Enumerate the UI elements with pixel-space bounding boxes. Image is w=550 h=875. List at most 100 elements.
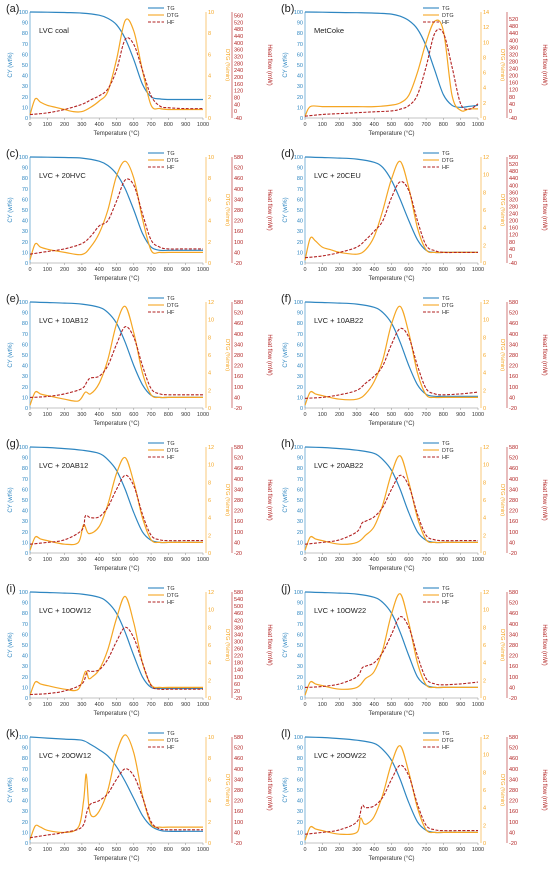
y-tick-label: 30 [297,664,303,670]
y2-tick-label: 2 [483,678,486,684]
y-tick-label: 30 [22,809,28,815]
y-tick-label: 0 [300,696,303,702]
y-tick-label: 30 [297,809,303,815]
chart-svg: 0 100 200 300 400 500 600 700 800 900 100001020304… [6,293,272,427]
chart-svg: 0 100 200 300 400 500 600 700 800 900 100001020304… [6,728,272,862]
y-tick-label: 70 [22,622,28,628]
x-tick-label: 0 [28,847,31,853]
y-tick-label: 100 [19,445,28,451]
x-tick-label: 900 [456,557,465,563]
y2-axis-label: DTG (%/min) [224,774,230,806]
y3-tick-label: -40 [234,116,242,122]
legend-label-tg: TG [442,151,450,157]
y3-tick-label: 580 [234,445,243,451]
x-tick-label: 400 [95,412,104,418]
x-axis-label: Temperature (°C) [368,421,414,427]
x-tick-label: 1000 [472,267,484,273]
x-axis-label: Temperature (°C) [93,711,139,717]
y3-tick-label: 120 [509,233,518,239]
legend-label-hf: HF [442,745,450,751]
y3-tick-label: 460 [234,756,243,762]
y2-tick-label: 6 [208,777,211,783]
x-tick-label: 0 [303,557,306,563]
x-tick-label: 1000 [472,412,484,418]
y-tick-label: 40 [22,219,28,225]
y-tick-label: 20 [22,385,28,391]
y3-tick-label: 400 [509,477,518,483]
x-axis-label: Temperature (°C) [93,421,139,427]
chart-svg: 0 100 200 300 400 500 600 700 800 900 100001020304… [6,3,272,137]
y3-tick-label: 280 [509,204,518,210]
y-tick-label: 10 [297,540,303,546]
chart-title: MetCoke [314,26,344,35]
series-line-dtg [29,595,203,696]
y2-tick-label: 10 [208,463,214,469]
y-tick-label: 40 [297,219,303,225]
y-tick-label: 30 [22,229,28,235]
y3-tick-label: 520 [234,166,243,172]
legend-label-tg: TG [442,731,450,737]
y2-tick-label: 4 [208,799,211,805]
chart-title: LVC + 20AB12 [39,461,88,470]
y-tick-label: 100 [19,10,28,16]
y2-axis-label: DTG (%/min) [224,194,230,226]
y-tick-label: 20 [297,95,303,101]
y-axis-label: CY (wt%) [283,52,289,77]
x-tick-label: 500 [112,412,121,418]
chart-title: LVC + 10AB22 [314,316,363,325]
y3-tick-label: 480 [234,27,243,33]
x-tick-label: 0 [28,122,31,128]
y-tick-label: 60 [297,52,303,58]
y3-tick-label: 220 [509,364,518,370]
x-axis-label: Temperature (°C) [368,131,414,137]
y3-tick-label: 460 [509,756,518,762]
x-tick-label: 900 [181,122,190,128]
y-tick-label: 50 [297,353,303,359]
x-tick-label: 800 [164,847,173,853]
y-tick-label: 50 [297,788,303,794]
series-line-dtg [304,160,478,261]
x-tick-label: 500 [387,847,396,853]
chart-svg: 0 100 200 300 400 500 600 700 800 900 100001020304… [6,148,272,282]
legend-label-dtg: DTG [167,303,179,309]
y2-axis-label: DTG (%/min) [224,339,230,371]
y2-tick-label: 6 [483,643,486,649]
series-line-hf [29,768,204,839]
legend-label-hf: HF [167,310,175,316]
x-tick-label: 700 [422,557,431,563]
x-tick-label: 100 [43,267,52,273]
chart-svg: 0 100 200 300 400 500 600 700 800 900 100001020304… [281,583,547,717]
x-tick-label: 900 [456,412,465,418]
y-tick-label: 60 [22,487,28,493]
y3-tick-label: 20 [234,689,240,695]
x-tick-label: 1000 [472,702,484,708]
y-tick-label: 10 [297,105,303,111]
x-tick-label: 200 [60,122,69,128]
chart-title: LVC + 10OW12 [39,606,91,615]
y2-tick-label: 4 [483,661,486,667]
y-tick-label: 70 [22,187,28,193]
y2-tick-label: 10 [483,318,489,324]
y2-tick-label: 8 [483,625,486,631]
y3-tick-label: 80 [234,95,240,101]
y-tick-label: 100 [294,735,303,741]
y3-tick-label: 340 [234,342,243,348]
chart-title: LVC + 10AB12 [39,316,88,325]
chart-panel: 0 100 200 300 400 500 600 700 800 900 1000 0 10 20 30 4… [275,290,550,435]
series-line-hf [29,626,203,696]
y3-tick-label: 580 [509,735,518,741]
y-tick-label: 50 [297,498,303,504]
chart-title: LVC + 10OW22 [314,606,366,615]
y-tick-label: 80 [297,176,303,182]
y3-axis-label: Heat flow (mW) [266,189,272,230]
legend-label-hf: HF [442,20,450,26]
y-tick-label: 80 [297,756,303,762]
x-tick-label: 700 [147,267,156,273]
chart-panel: 0 100 200 300 400 500 600 700 800 900 1000 0 10 20 30 4… [0,725,275,870]
y-tick-label: 0 [300,551,303,557]
y-tick-label: 20 [297,820,303,826]
y2-tick-label: 6 [483,208,486,214]
y3-tick-label: 320 [234,54,243,60]
y-tick-label: 50 [22,353,28,359]
